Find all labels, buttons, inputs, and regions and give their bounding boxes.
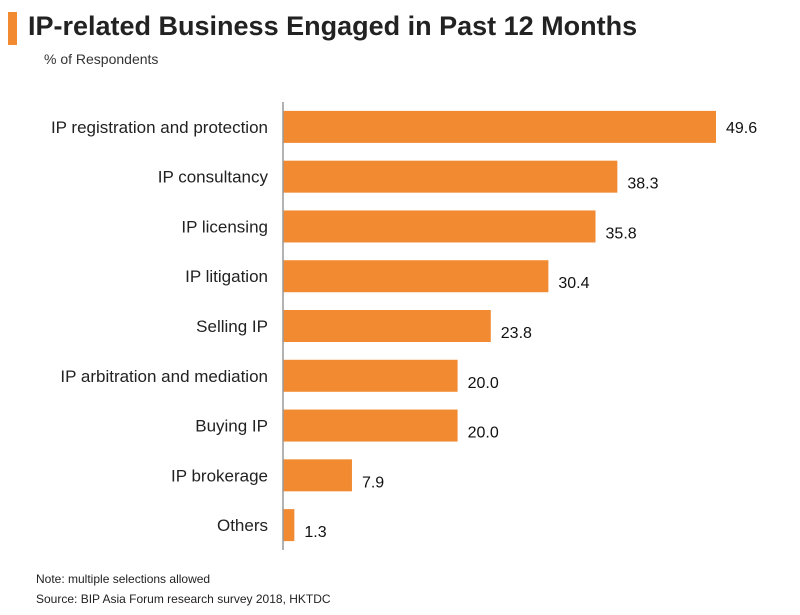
- bar: [283, 410, 458, 442]
- bar-chart: IP registration and protection IP consult…: [0, 0, 800, 615]
- category-label: Selling IP: [196, 317, 268, 336]
- bar: [283, 260, 548, 292]
- category-label: IP licensing: [181, 217, 268, 236]
- value-label: 35.8: [606, 225, 637, 242]
- value-label: 7.9: [362, 474, 384, 491]
- bar: [283, 360, 458, 392]
- category-label: Buying IP: [195, 417, 268, 436]
- value-label: 1.3: [304, 524, 326, 541]
- category-label: IP registration and protection: [51, 118, 268, 137]
- bar: [283, 210, 596, 242]
- footnote-note: Note: multiple selections allowed: [36, 572, 210, 586]
- category-labels: IP registration and protection IP consult…: [51, 118, 269, 535]
- category-label: IP brokerage: [171, 466, 268, 485]
- value-label: 49.6: [726, 120, 757, 137]
- bar: [283, 111, 716, 143]
- category-label: IP arbitration and mediation: [60, 367, 268, 386]
- value-label: 23.8: [501, 325, 532, 342]
- bar: [283, 310, 491, 342]
- category-label: IP consultancy: [158, 168, 269, 187]
- footnote-source: Source: BIP Asia Forum research survey 2…: [36, 592, 331, 606]
- bar: [283, 161, 617, 193]
- bar: [283, 459, 352, 491]
- value-label: 38.3: [627, 176, 658, 193]
- value-label: 20.0: [468, 425, 499, 442]
- value-label: 30.4: [558, 275, 589, 292]
- category-label: Others: [217, 516, 268, 535]
- value-label: 20.0: [468, 375, 499, 392]
- category-label: IP litigation: [185, 267, 268, 286]
- bar: [283, 509, 294, 541]
